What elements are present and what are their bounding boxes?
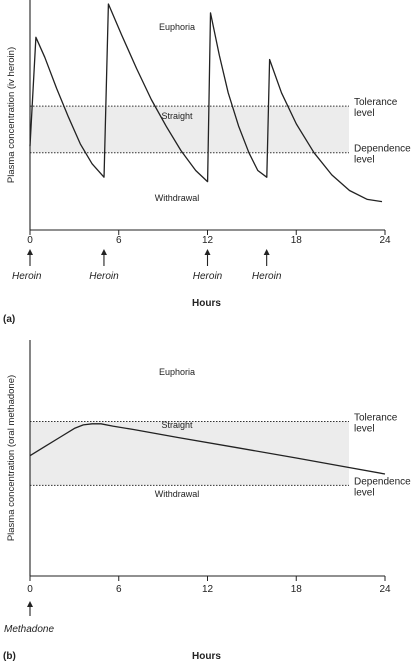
zone-label-withdrawal: Withdrawal xyxy=(155,193,200,203)
dose-label: Methadone xyxy=(4,624,54,635)
x-tick-label: 6 xyxy=(116,235,122,246)
dose-arrow-icon xyxy=(263,249,270,255)
tolerance-label: Tolerance xyxy=(354,413,398,424)
tolerance-label-2: level xyxy=(354,108,375,119)
x-tick-label: 0 xyxy=(27,235,33,246)
panel-b: 0 6 12 18 24 Euphoria Straight Withdrawal To… xyxy=(3,340,411,662)
x-ticks: 0 6 12 18 24 xyxy=(27,230,391,246)
dose-arrow-icon xyxy=(204,249,211,255)
straight-band xyxy=(30,421,349,486)
dependence-label-2: level xyxy=(354,487,375,498)
panel-a: 0 6 12 18 24 Euphoria Straight Withdrawal To… xyxy=(3,0,411,325)
x-tick-label: 6 xyxy=(116,584,122,595)
panel-label: (a) xyxy=(3,314,15,325)
concentration-line xyxy=(29,423,386,475)
x-ticks: 0 6 12 18 24 xyxy=(27,576,391,595)
dose-label: Heroin xyxy=(12,271,42,282)
x-tick-label: 24 xyxy=(379,235,391,246)
dependence-label: Dependence xyxy=(354,144,411,155)
x-tick-label: 0 xyxy=(27,584,33,595)
tolerance-label-2: level xyxy=(354,424,375,435)
dose-arrow-icon xyxy=(100,249,107,255)
zone-label-withdrawal: Withdrawal xyxy=(155,489,200,499)
tolerance-label: Tolerance xyxy=(354,97,398,108)
concentration-line xyxy=(29,3,383,203)
zone-label-straight: Straight xyxy=(161,420,193,430)
x-axis-label: Hours xyxy=(192,298,221,309)
dose-label: Heroin xyxy=(252,271,282,282)
straight-band xyxy=(30,106,349,153)
zone-label-straight: Straight xyxy=(161,111,193,121)
zone-label-euphoria: Euphoria xyxy=(159,367,195,377)
dose-markers: Heroin Heroin Heroin Heroin xyxy=(12,249,282,282)
y-axis-label: Plasma concentration (iv heroin) xyxy=(6,47,17,183)
dependence-label-2: level xyxy=(354,155,375,166)
panel-label: (b) xyxy=(3,651,16,662)
y-axis-label: Plasma concentration (oral methadone) xyxy=(6,375,17,541)
x-tick-label: 18 xyxy=(291,235,303,246)
x-axis-label: Hours xyxy=(192,651,221,662)
dose-label: Heroin xyxy=(89,271,119,282)
x-tick-label: 24 xyxy=(379,584,391,595)
dose-arrow-icon xyxy=(27,601,33,607)
dose-markers: Methadone xyxy=(4,601,54,635)
dose-label: Heroin xyxy=(193,271,223,282)
x-tick-label: 12 xyxy=(202,235,214,246)
zone-label-euphoria: Euphoria xyxy=(159,22,195,32)
x-tick-label: 12 xyxy=(202,584,214,595)
dose-arrow-icon xyxy=(27,249,33,255)
x-tick-label: 18 xyxy=(291,584,303,595)
dependence-label: Dependence xyxy=(354,476,411,487)
